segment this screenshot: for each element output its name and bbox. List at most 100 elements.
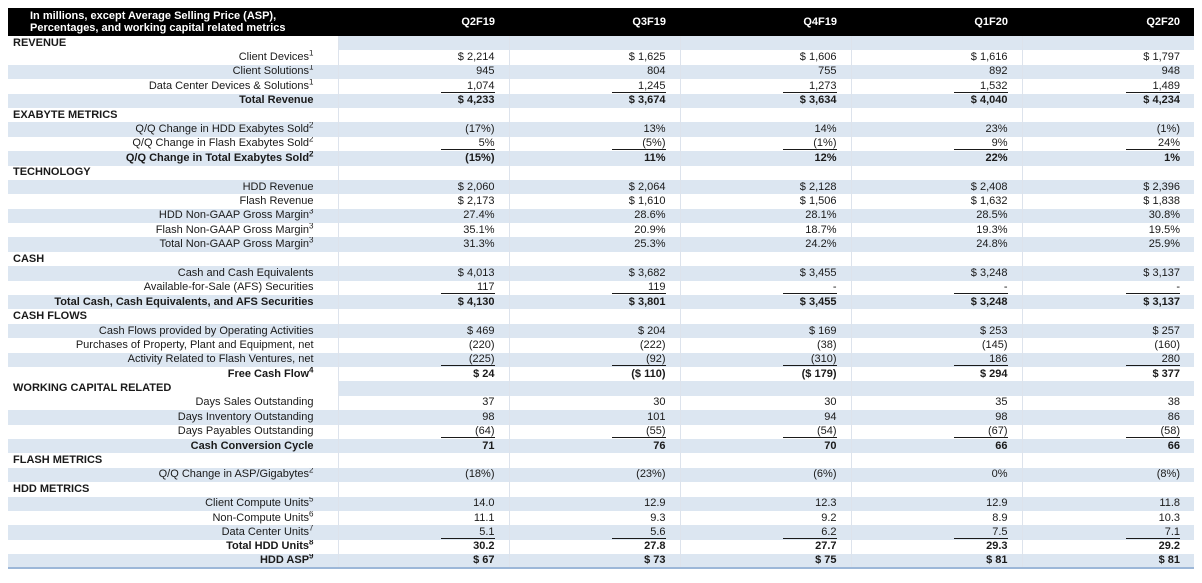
underlined-value: 6.2	[782, 526, 837, 539]
value-cell	[508, 165, 680, 180]
value-cell: $ 257	[1021, 323, 1194, 339]
value-cell: -	[850, 280, 1022, 296]
metric-row: Cash and Cash Equivalents $ 4,013 $ 3,682 $…	[8, 266, 1194, 281]
value-cell: $ 3,137	[1021, 295, 1194, 310]
metric-row: Total Non-GAAP Gross Margin3 31.3% 25.3% 24…	[8, 237, 1194, 252]
metric-label: Client Devices1	[238, 50, 314, 64]
metric-label: Flash Non-GAAP Gross Margin3	[155, 223, 314, 236]
value-cell: (6%)	[679, 467, 851, 483]
section-header-row: EXABYTE METRICS	[8, 107, 1194, 123]
metric-label: Flash Revenue	[239, 194, 314, 207]
value-cell	[850, 482, 1022, 497]
value-cell: (92)	[508, 352, 680, 367]
value-cell	[1021, 251, 1194, 267]
metric-label: Cash Conversion Cycle	[8, 438, 338, 454]
section-title: WORKING CAPITAL RELATED	[8, 381, 338, 396]
value-cell: 27.4%	[337, 208, 509, 224]
metric-row: Data Center Devices & Solutions1 1,074 1,2…	[8, 79, 1194, 94]
footnote-marker: 1	[309, 64, 314, 72]
metric-label: Total Cash, Cash Equivalents, and AFS Se…	[8, 295, 338, 310]
value-cell: $ 2,214	[337, 50, 509, 65]
metric-row: Activity Related to Flash Ventures, net (…	[8, 352, 1194, 367]
value-cell: 30	[508, 395, 680, 411]
value-cell: $ 2,064	[508, 179, 680, 195]
metric-label: Total HDD Units8	[226, 539, 314, 553]
value-cell: 20.9%	[508, 223, 680, 238]
value-cell: -	[1021, 280, 1194, 296]
underlined-value: 9%	[953, 137, 1008, 151]
value-cell: $ 1,610	[508, 194, 680, 209]
metric-row: Total Revenue $ 4,233 $ 3,674 $ 3,634 $ 4,04…	[8, 93, 1194, 108]
value-cell: 11%	[508, 151, 680, 166]
metric-row: Purchases of Property, Plant and Equipme…	[8, 338, 1194, 353]
value-cell	[850, 251, 1022, 267]
value-cell: $ 3,137	[1021, 266, 1194, 281]
footnote-marker: 2	[309, 122, 314, 130]
value-cell: $ 1,632	[850, 194, 1022, 209]
metric-row: Cash Flows provided by Operating Activit…	[8, 323, 1194, 339]
section-header-row: WORKING CAPITAL RELATED	[8, 381, 1194, 396]
section-header-row: HDD METRICS	[8, 482, 1194, 497]
value-cell: 1,532	[850, 79, 1022, 94]
value-cell	[508, 251, 680, 267]
value-cell	[337, 482, 509, 497]
value-cell: (160)	[1021, 338, 1194, 353]
value-cell: $ 3,455	[679, 266, 851, 281]
value-cell: 1%	[1021, 151, 1194, 166]
value-cell: 948	[1021, 64, 1194, 80]
footnote-marker: 8	[309, 539, 314, 547]
value-cell: 38	[1021, 395, 1194, 411]
section-title: REVENUE	[8, 36, 338, 51]
footnote-marker: 4	[309, 366, 314, 375]
value-cell: 9.2	[679, 510, 851, 526]
table-title-line2: Percentages, and working capital related…	[30, 22, 286, 34]
value-cell: 1,489	[1021, 79, 1194, 94]
value-cell	[679, 309, 851, 324]
metric-label: Total Non-GAAP Gross Margin3	[8, 237, 338, 252]
metric-label: Available-for-Sale (AFS) Securities	[143, 281, 314, 294]
value-cell: 71	[337, 438, 509, 454]
metric-label: Q/Q Change in Total Exabytes Sold2	[8, 151, 338, 166]
metric-label: Total Revenue	[8, 93, 338, 108]
value-cell	[337, 309, 509, 324]
value-cell: 25.9%	[1021, 237, 1194, 252]
section-title: TECHNOLOGY	[8, 165, 338, 180]
metric-row: Total HDD Units8 30.2 27.8 27.7 29.3 29.2	[8, 539, 1194, 555]
metric-row: Non-Compute Units6 11.1 9.3 9.2 8.9 10.3	[8, 510, 1194, 526]
underlined-value: 119	[611, 281, 666, 295]
value-cell	[337, 165, 509, 180]
value-cell: 12%	[679, 151, 851, 166]
value-cell: 37	[337, 395, 509, 411]
underlined-value: (5%)	[611, 137, 666, 151]
underlined-value: (64)	[440, 425, 495, 439]
value-cell: 5.6	[508, 525, 680, 540]
value-cell: $ 204	[508, 323, 680, 339]
value-cell: $ 253	[850, 323, 1022, 339]
value-cell: (310)	[679, 352, 851, 367]
value-cell: 9.3	[508, 510, 680, 526]
underlined-value: 24%	[1126, 137, 1180, 151]
value-cell: ($ 110)	[508, 366, 680, 382]
underlined-value: 1,532	[953, 80, 1008, 93]
metric-label: HDD Non-GAAP Gross Margin3	[8, 208, 338, 224]
value-cell	[679, 453, 851, 468]
value-cell: $ 1,797	[1021, 50, 1194, 65]
metric-label: Cash Flows provided by Operating Activit…	[8, 323, 338, 339]
value-cell: 14%	[679, 122, 851, 137]
value-cell	[1021, 381, 1194, 396]
value-cell	[1021, 453, 1194, 468]
value-cell: $ 4,234	[1021, 93, 1194, 108]
value-cell: $ 75	[679, 554, 851, 569]
value-cell: $ 1,616	[850, 50, 1022, 65]
value-cell: 35.1%	[337, 223, 509, 238]
value-cell	[508, 381, 680, 396]
value-cell: 30	[679, 395, 851, 411]
value-cell: 35	[850, 395, 1022, 411]
metric-row: Days Inventory Outstanding 98 101 94 98 86	[8, 410, 1194, 425]
value-cell: $ 2,173	[337, 194, 509, 209]
section-title: CASH	[8, 251, 338, 267]
value-cell: $ 3,455	[679, 295, 851, 310]
value-cell: 8.9	[850, 510, 1022, 526]
value-cell: $ 3,674	[508, 93, 680, 108]
footnote-marker: 2	[309, 136, 314, 144]
